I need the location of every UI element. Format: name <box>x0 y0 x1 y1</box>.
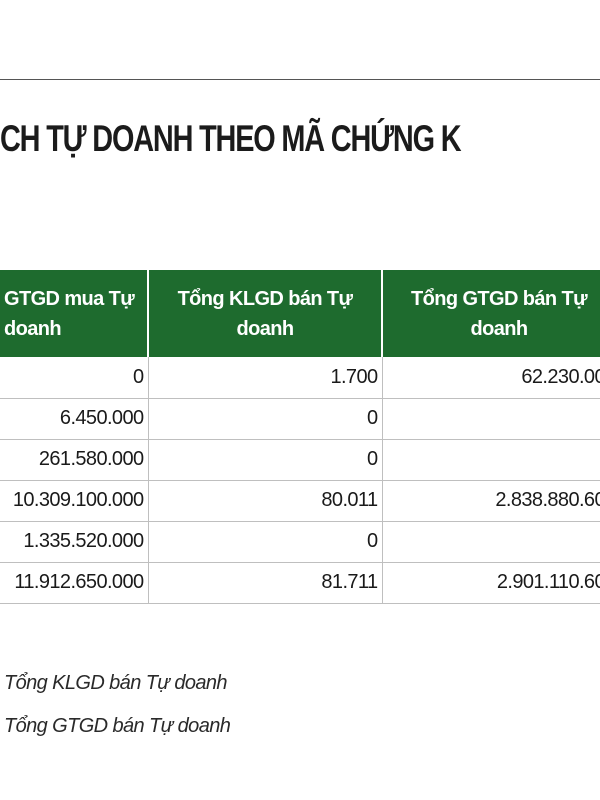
cell-gtgd-ban: 0 <box>382 398 600 440</box>
cell-gtgd-ban: 2.838.880.600 <box>382 480 600 522</box>
cell-klgd-ban: 80.011 <box>148 480 383 522</box>
header-gtgd-ban: Tổng GTGD bán Tự doanh <box>382 270 600 357</box>
cell-gtgd-ban: 62.230.000 <box>382 357 600 399</box>
header-gtgd-mua: GTGD mua Tự doanh <box>0 270 149 357</box>
table-row-total: 11.912.650.000 81.711 2.901.110.600 <box>0 562 600 604</box>
table-row: 0 1.700 62.230.000 <box>0 357 600 399</box>
table-body: 0 1.700 62.230.000 6.450.000 0 0 261.580… <box>0 357 600 604</box>
table-row: 1.335.520.000 0 0 <box>0 521 600 563</box>
cell-gtgd-ban: 0 <box>382 439 600 481</box>
cell-gtgd-mua: 11.912.650.000 <box>0 562 149 604</box>
cell-gtgd-mua: 10.309.100.000 <box>0 480 149 522</box>
legend-item-klgd-ban: Tổng KLGD bán Tự doanh <box>4 672 228 694</box>
table-row: 261.580.000 0 0 <box>0 439 600 481</box>
cell-klgd-ban: 81.711 <box>148 562 383 604</box>
cell-gtgd-mua: 261.580.000 <box>0 439 149 481</box>
securities-trading-table: GTGD mua Tự doanh Tổng KLGD bán Tự doanh… <box>0 270 600 604</box>
legend-item-gtgd-ban: Tổng GTGD bán Tự doanh <box>4 715 231 737</box>
cell-klgd-ban: 0 <box>148 398 383 440</box>
page-title: CH TỰ DOANH THEO MÃ CHỨNG K <box>0 118 462 159</box>
top-divider <box>0 79 600 80</box>
table-row: 6.450.000 0 0 <box>0 398 600 440</box>
cell-gtgd-mua: 1.335.520.000 <box>0 521 149 563</box>
cell-gtgd-mua: 6.450.000 <box>0 398 149 440</box>
cell-gtgd-ban: 0 <box>382 521 600 563</box>
cell-klgd-ban: 0 <box>148 521 383 563</box>
cell-klgd-ban: 1.700 <box>148 357 383 399</box>
table-header-row: GTGD mua Tự doanh Tổng KLGD bán Tự doanh… <box>0 270 600 357</box>
header-klgd-ban: Tổng KLGD bán Tự doanh <box>148 270 383 357</box>
cell-gtgd-mua: 0 <box>0 357 149 399</box>
cell-klgd-ban: 0 <box>148 439 383 481</box>
table-row: 10.309.100.000 80.011 2.838.880.600 <box>0 480 600 522</box>
cell-gtgd-ban: 2.901.110.600 <box>382 562 600 604</box>
